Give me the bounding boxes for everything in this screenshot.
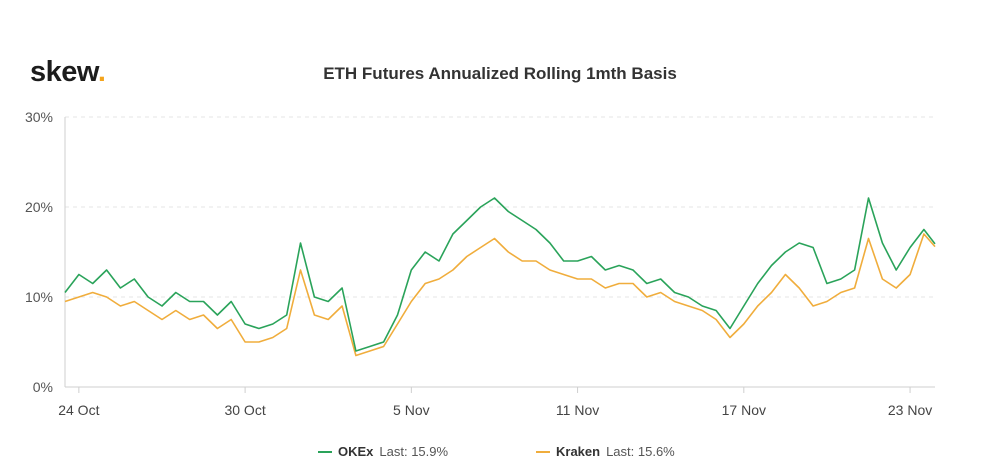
- legend-label-kraken: Kraken: [556, 444, 601, 459]
- legend-label-okex: OKEx: [338, 444, 374, 459]
- legend: OKEx Last: 15.9% Kraken Last: 15.6%: [0, 444, 1000, 464]
- legend-item-okex[interactable]: OKEx Last: 15.9%: [318, 444, 448, 459]
- y-tick-label: 0%: [33, 379, 53, 395]
- logo-text: skew: [30, 56, 98, 88]
- series-line-okex: [64, 197, 936, 352]
- x-tick-label: 17 Nov: [722, 402, 766, 418]
- legend-last-kraken: Last: 15.6%: [606, 444, 675, 459]
- logo-dot: .: [97, 56, 106, 88]
- x-tick-label: 11 Nov: [556, 402, 599, 418]
- y-tick-label: 20%: [25, 199, 53, 215]
- legend-item-kraken[interactable]: Kraken Last: 15.6%: [536, 444, 675, 459]
- skew-logo: skew.: [30, 56, 106, 89]
- grid-lines: [65, 116, 935, 298]
- chart-title: ETH Futures Annualized Rolling 1mth Basi…: [323, 64, 677, 83]
- y-tick-label: 10%: [25, 289, 53, 305]
- axes: 0% 10% 20% 30% 24 Oct 30 Oct 5 Nov 11 Nov 17 Nov…: [25, 109, 935, 418]
- series-line-kraken: [64, 233, 936, 357]
- x-tick-label: 23 Nov: [888, 402, 932, 418]
- legend-swatch-kraken: [536, 450, 550, 453]
- legend-last-okex: Last: 15.9%: [379, 444, 449, 459]
- legend-swatch-okex: [318, 450, 332, 453]
- x-tick-label: 30 Oct: [224, 402, 265, 418]
- x-tick-label: 24 Oct: [58, 402, 99, 418]
- y-tick-label: 30%: [25, 109, 53, 125]
- series-lines: [64, 197, 936, 357]
- x-tick-label: 5 Nov: [393, 402, 430, 418]
